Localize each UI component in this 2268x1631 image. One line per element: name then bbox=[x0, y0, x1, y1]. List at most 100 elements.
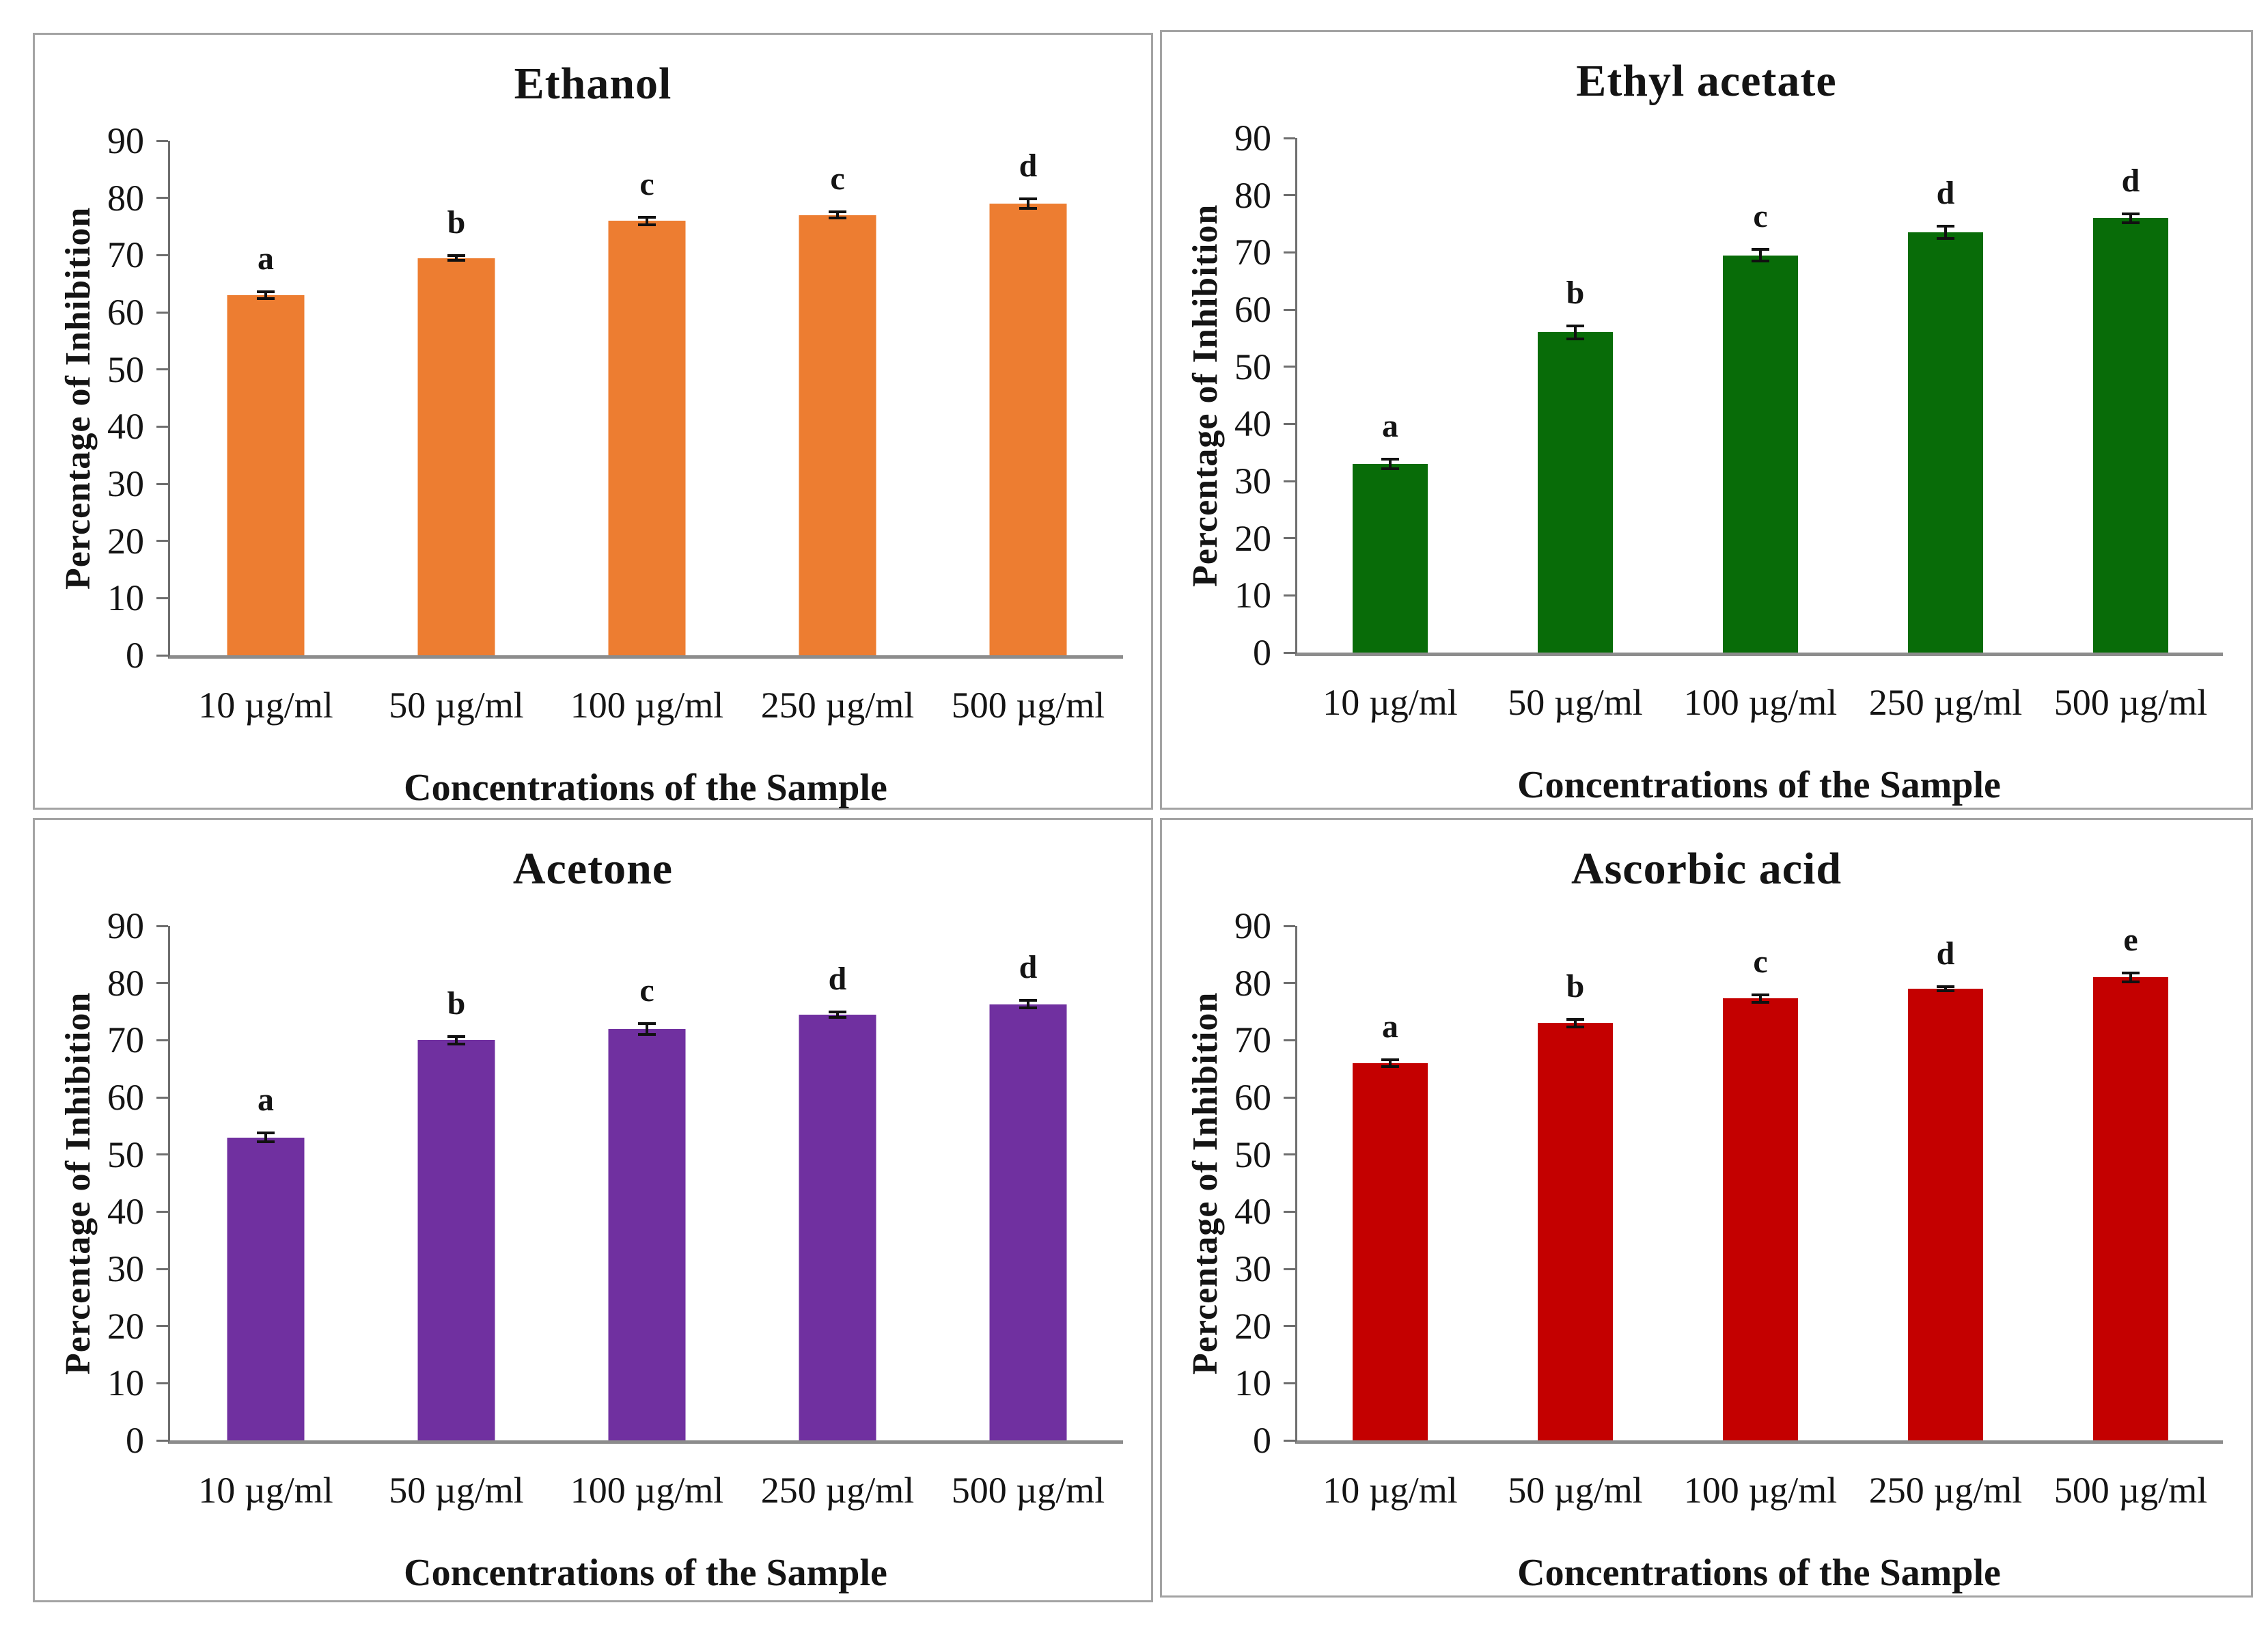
y-tick-label: 30 bbox=[1234, 1248, 1271, 1289]
significance-letter: d bbox=[828, 960, 847, 997]
bar bbox=[2093, 977, 2168, 1440]
significance-letter: d bbox=[2121, 162, 2140, 199]
chart-title: Ascorbic acid bbox=[1571, 844, 1842, 894]
plot-area: 0 10 20 30 40 50 60 70 80 90 a 10 µg/ml b 50 µg/ml c 10… bbox=[107, 907, 1123, 1511]
significance-letter: b bbox=[447, 985, 466, 1022]
error-bar-cap bbox=[1566, 1017, 1584, 1021]
y-tick-mark bbox=[156, 253, 168, 256]
y-axis-title: Percentage of Inhibition bbox=[1186, 204, 1225, 587]
y-tick-mark bbox=[1284, 480, 1295, 482]
error-bar-cap bbox=[2122, 971, 2140, 974]
y-tick-mark bbox=[1284, 924, 1295, 927]
y-tick-mark bbox=[1284, 1096, 1295, 1099]
error-bar-cap bbox=[829, 210, 846, 214]
error-bar-cap bbox=[1752, 248, 1769, 251]
y-tick-label: 50 bbox=[107, 348, 144, 390]
category-label: 50 µg/ml bbox=[1508, 1470, 1643, 1511]
error-bar-cap bbox=[829, 1010, 846, 1013]
error-bar-cap bbox=[447, 1042, 465, 1045]
error-bar-cap bbox=[257, 297, 275, 300]
error-bar-cap bbox=[1752, 1000, 1769, 1004]
error-bar-cap bbox=[447, 259, 465, 262]
category-label: 250 µg/ml bbox=[1868, 682, 2023, 723]
bar bbox=[227, 1137, 305, 1440]
error-bar-line bbox=[264, 290, 267, 300]
bar bbox=[2093, 218, 2168, 653]
y-tick-mark bbox=[1284, 537, 1295, 540]
y-tick-label: 60 bbox=[107, 1077, 144, 1118]
category-label: 500 µg/ml bbox=[2053, 1470, 2208, 1511]
error-bar-line bbox=[646, 215, 648, 226]
error-bar-cap bbox=[1381, 457, 1399, 461]
y-tick-label: 50 bbox=[1234, 346, 1271, 387]
y-tick-mark bbox=[156, 982, 168, 985]
error-bar-cap bbox=[1019, 207, 1037, 210]
y-axis-title: Percentage of Inhibition bbox=[59, 206, 98, 590]
y-tick-mark bbox=[156, 1210, 168, 1213]
y-tick-label: 50 bbox=[1234, 1134, 1271, 1175]
y-tick-mark bbox=[156, 425, 168, 428]
bar bbox=[1908, 232, 1983, 653]
y-tick-label: 20 bbox=[1234, 517, 1271, 559]
significance-letter: d bbox=[1019, 147, 1038, 184]
bar bbox=[989, 1004, 1067, 1440]
y-tick-label: 0 bbox=[1253, 1420, 1271, 1461]
error-bar-cap bbox=[1381, 1058, 1399, 1062]
category-label: 100 µg/ml bbox=[570, 685, 724, 726]
bar bbox=[1538, 1023, 1613, 1440]
error-bar-cap bbox=[2122, 980, 2140, 983]
error-bar-cap bbox=[1937, 985, 1954, 989]
error-bar-line bbox=[264, 1132, 267, 1143]
y-tick-label: 10 bbox=[107, 577, 144, 619]
error-bar-cap bbox=[2122, 212, 2140, 215]
x-axis-title: Concentrations of the Sample bbox=[1517, 764, 2001, 806]
error-bar-line bbox=[1389, 1058, 1392, 1068]
y-tick-mark bbox=[1284, 1382, 1295, 1384]
bar bbox=[1723, 255, 1798, 653]
error-bar-line bbox=[1027, 999, 1029, 1010]
bar bbox=[608, 221, 686, 655]
y-tick-label: 90 bbox=[1234, 118, 1271, 159]
y-tick-mark bbox=[156, 924, 168, 927]
y-tick-mark bbox=[156, 597, 168, 599]
error-bar-cap bbox=[1019, 1006, 1037, 1010]
y-tick-label: 20 bbox=[107, 1305, 144, 1347]
error-bar-cap bbox=[257, 290, 275, 294]
category-label: 500 µg/ml bbox=[951, 1470, 1105, 1511]
y-tick-mark bbox=[156, 139, 168, 142]
y-tick-label: 60 bbox=[107, 292, 144, 333]
y-tick-label: 20 bbox=[107, 520, 144, 562]
error-bar-line bbox=[455, 1034, 458, 1045]
error-bar-cap bbox=[1019, 197, 1037, 200]
category-label: 10 µg/ml bbox=[1323, 1470, 1458, 1511]
chart-panel-ascorbic-acid: Ascorbic acid Percentage of Inhibition 0… bbox=[1160, 818, 2253, 1598]
y-tick-mark bbox=[1284, 1325, 1295, 1328]
y-tick-label: 40 bbox=[1234, 403, 1271, 445]
error-bar-line bbox=[1944, 985, 1947, 993]
category-label: 250 µg/ml bbox=[760, 1470, 915, 1511]
x-axis-title: Concentrations of the Sample bbox=[1517, 1552, 2001, 1594]
error-bar-cap bbox=[257, 1140, 275, 1143]
bar bbox=[799, 1014, 876, 1440]
y-tick-label: 20 bbox=[1234, 1305, 1271, 1347]
bar bbox=[1723, 998, 1798, 1440]
y-tick-label: 30 bbox=[107, 463, 144, 504]
error-bar-line bbox=[1759, 248, 1762, 262]
chart-title: Ethyl acetate bbox=[1576, 56, 1837, 106]
bar bbox=[989, 204, 1067, 655]
plot-area: 0 10 20 30 40 50 60 70 80 90 a 10 µg/ml b 50 µg/ml c 10… bbox=[107, 122, 1123, 726]
y-tick-mark bbox=[1284, 651, 1295, 654]
category-label: 100 µg/ml bbox=[570, 1470, 724, 1511]
error-bar-cap bbox=[638, 1022, 656, 1025]
bar bbox=[1908, 989, 1983, 1440]
y-tick-mark bbox=[1284, 1210, 1295, 1213]
y-tick-mark bbox=[156, 1439, 168, 1442]
y-tick-label: 70 bbox=[1234, 1019, 1271, 1061]
y-tick-label: 80 bbox=[1234, 962, 1271, 1004]
error-bar-cap bbox=[1019, 999, 1037, 1002]
significance-letter: a bbox=[258, 1082, 274, 1119]
bar bbox=[608, 1028, 686, 1440]
error-bar-cap bbox=[447, 253, 465, 257]
y-tick-label: 10 bbox=[1234, 1362, 1271, 1404]
significance-letter: c bbox=[1753, 943, 1768, 980]
